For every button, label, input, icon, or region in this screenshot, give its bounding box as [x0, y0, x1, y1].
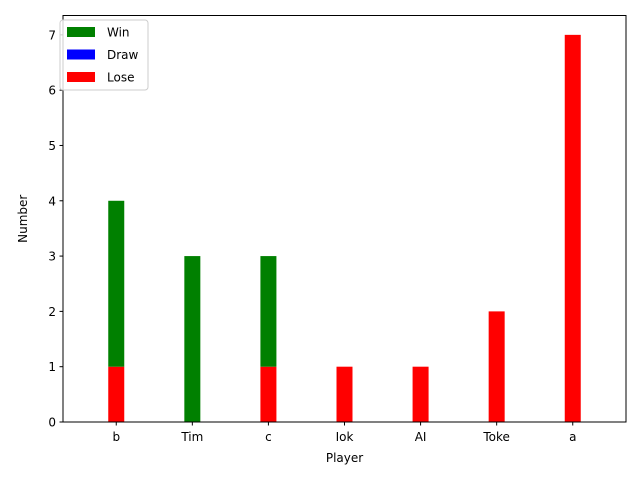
y-tick-label: 0 — [48, 416, 56, 430]
legend: Win Draw Lose — [59, 19, 149, 91]
bar-lose-iok — [336, 366, 353, 422]
legend-label-win: Win — [107, 26, 130, 40]
x-tick-label-b: b — [112, 430, 120, 444]
legend-swatch-draw — [67, 49, 95, 60]
x-axis-label: Player — [326, 451, 363, 465]
y-axis-label: Number — [16, 195, 30, 243]
x-axis: b Tim c Iok AI Toke a — [112, 422, 576, 444]
x-tick-label-toke: Toke — [482, 430, 510, 444]
y-tick-label: 3 — [48, 250, 56, 264]
bar-win-tim — [184, 256, 201, 422]
x-tick-label-c: c — [265, 430, 272, 444]
bar-lose-toke — [488, 311, 505, 422]
legend-label-draw: Draw — [107, 48, 139, 62]
y-tick-label: 5 — [48, 139, 56, 153]
bar-win-c — [260, 256, 277, 367]
y-tick-label: 7 — [48, 28, 56, 42]
legend-swatch-win — [67, 27, 95, 37]
y-tick-label: 2 — [48, 305, 56, 319]
bar-lose-a — [564, 34, 581, 422]
legend-swatch-lose — [67, 72, 95, 82]
x-tick-label-a: a — [569, 430, 576, 444]
y-tick-label: 4 — [48, 194, 56, 208]
x-tick-label-ai: AI — [415, 430, 427, 444]
bars-layer — [108, 34, 581, 422]
bar-win-b — [108, 200, 125, 367]
y-tick-label: 1 — [48, 360, 56, 374]
bar-lose-b — [108, 366, 125, 422]
x-tick-label-tim: Tim — [180, 430, 203, 444]
y-tick-label: 6 — [48, 84, 56, 98]
bar-lose-ai — [412, 366, 429, 422]
legend-label-lose: Lose — [107, 71, 134, 85]
x-tick-label-iok: Iok — [336, 430, 354, 444]
bar-lose-c — [260, 366, 277, 422]
